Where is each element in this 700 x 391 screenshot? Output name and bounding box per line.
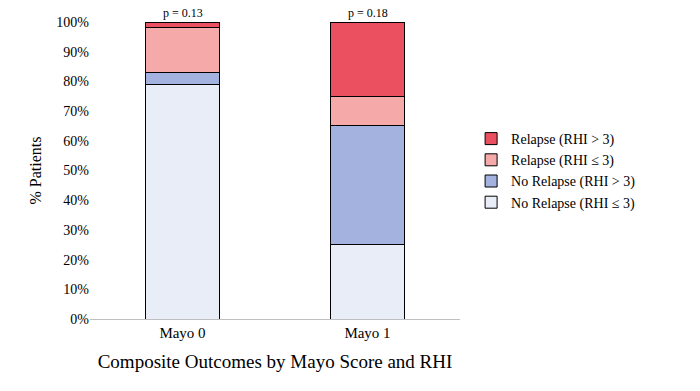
- svg-text:Relapse (RHI ≤ 3): Relapse (RHI ≤ 3): [511, 153, 614, 169]
- svg-text:Composite Outcomes by Mayo Sco: Composite Outcomes by Mayo Score and RHI: [98, 351, 453, 372]
- svg-text:90%: 90%: [63, 45, 89, 60]
- svg-text:% Patients: % Patients: [27, 137, 44, 205]
- svg-text:40%: 40%: [63, 193, 89, 208]
- svg-text:70%: 70%: [63, 104, 89, 119]
- svg-text:30%: 30%: [63, 223, 89, 238]
- svg-text:0%: 0%: [70, 312, 89, 327]
- svg-text:No Relapse (RHI ≤ 3): No Relapse (RHI ≤ 3): [511, 196, 635, 212]
- svg-text:80%: 80%: [63, 74, 89, 89]
- svg-text:p = 0.13: p = 0.13: [163, 6, 203, 20]
- svg-text:Relapse (RHI > 3): Relapse (RHI > 3): [511, 132, 614, 148]
- svg-text:No Relapse (RHI > 3): No Relapse (RHI > 3): [511, 174, 635, 190]
- svg-text:100%: 100%: [56, 15, 89, 30]
- svg-text:p = 0.18: p = 0.18: [348, 6, 388, 20]
- svg-text:Mayo 0: Mayo 0: [159, 325, 205, 341]
- svg-text:20%: 20%: [63, 253, 89, 268]
- svg-text:50%: 50%: [63, 163, 89, 178]
- svg-text:10%: 10%: [63, 282, 89, 297]
- svg-text:60%: 60%: [63, 134, 89, 149]
- svg-text:Mayo 1: Mayo 1: [344, 325, 390, 341]
